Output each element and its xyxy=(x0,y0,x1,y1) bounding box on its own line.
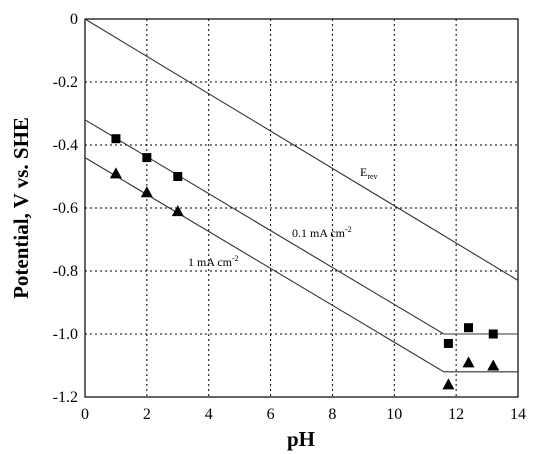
x-tick-label: 2 xyxy=(143,406,151,423)
annotation-erev: Erev xyxy=(360,165,378,181)
y-tick-label: -1.2 xyxy=(53,389,78,406)
y-axis-label: Potential, V vs. SHE xyxy=(9,117,33,299)
annotation-1-ma: 1 mA cm-2 xyxy=(188,254,239,269)
square-marker xyxy=(464,323,474,333)
triangle-marker xyxy=(109,167,122,179)
markers-layer xyxy=(109,134,500,390)
triangle-marker xyxy=(140,186,153,198)
x-tick-label: 0 xyxy=(81,406,89,423)
y-tick-label: -0.8 xyxy=(53,263,78,280)
square-marker xyxy=(173,172,183,181)
y-tick-label: -1.0 xyxy=(53,326,78,343)
ticks-layer: 0 2 4 6 8 10 12 14 0 -0.2 -0.4 -0.6 -0.8 -1.0 -1.2 xyxy=(53,11,526,423)
x-tick-label: 6 xyxy=(267,406,275,423)
x-tick-label: 4 xyxy=(205,406,213,423)
triangle-marker xyxy=(462,356,475,368)
y-tick-label: -0.6 xyxy=(53,200,78,217)
x-tick-label: 8 xyxy=(328,406,336,423)
triangle-marker xyxy=(487,359,500,371)
x-tick-label: 14 xyxy=(510,406,526,423)
square-marker xyxy=(488,329,498,339)
square-marker xyxy=(443,338,453,348)
x-axis-label: pH xyxy=(287,427,315,451)
plot-frame xyxy=(84,18,519,398)
x-tick-label: 10 xyxy=(386,406,402,423)
triangle-marker xyxy=(442,378,455,390)
triangle-marker xyxy=(171,205,184,217)
y-tick-label: -0.2 xyxy=(53,74,78,91)
erev-line xyxy=(84,18,519,281)
y-tick-label: -0.4 xyxy=(53,137,78,154)
annotation-0-1-ma: 0.1 mA cm-2 xyxy=(292,225,352,240)
grid-layer xyxy=(85,19,518,397)
line-1-ma xyxy=(84,157,518,373)
square-marker xyxy=(142,153,152,163)
square-marker xyxy=(111,134,121,144)
x-tick-label: 12 xyxy=(448,406,464,423)
y-tick-label: 0 xyxy=(70,11,78,28)
